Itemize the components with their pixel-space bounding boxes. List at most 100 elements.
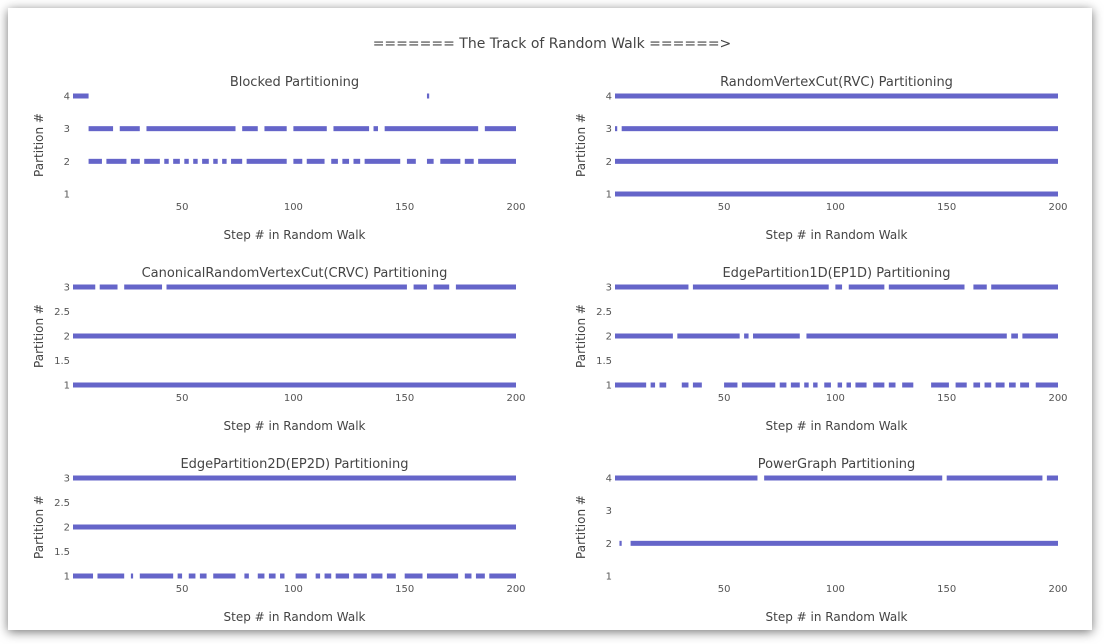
track-segment bbox=[1046, 475, 1058, 481]
y-tick-label: 4 bbox=[606, 92, 612, 103]
x-tick-label: 100 bbox=[826, 202, 845, 213]
track-segment bbox=[164, 158, 169, 164]
track-segment bbox=[315, 573, 321, 579]
track-segment bbox=[955, 382, 967, 388]
x-tick-label: 50 bbox=[718, 202, 731, 213]
track-segment bbox=[779, 382, 787, 388]
x-tick-label: 150 bbox=[937, 202, 956, 213]
y-axis-label: Partition # bbox=[32, 113, 46, 177]
y-tick-label: 2 bbox=[606, 157, 612, 168]
x-axis-label: Step # in Random Walk bbox=[766, 610, 908, 624]
y-tick-label: 4 bbox=[64, 92, 70, 103]
y-tick-label: 3 bbox=[606, 506, 612, 517]
track-segment bbox=[144, 158, 160, 164]
track-segment bbox=[88, 126, 114, 132]
x-tick-label: 150 bbox=[937, 584, 956, 595]
track-segment bbox=[119, 126, 140, 132]
track-segment bbox=[681, 382, 689, 388]
x-tick-label: 100 bbox=[826, 393, 845, 404]
y-tick-label: 2 bbox=[64, 332, 70, 343]
track-segment bbox=[855, 382, 867, 388]
track-segment bbox=[426, 93, 430, 99]
x-tick-label: 50 bbox=[718, 393, 731, 404]
y-tick-label: 1 bbox=[64, 381, 70, 392]
track-segment bbox=[73, 382, 516, 388]
track-segment bbox=[813, 382, 818, 388]
track-segment bbox=[106, 158, 127, 164]
track-segment bbox=[333, 126, 370, 132]
x-tick-label: 150 bbox=[395, 202, 414, 213]
x-tick-label: 200 bbox=[1048, 393, 1067, 404]
y-tick-label: 1.5 bbox=[596, 356, 612, 367]
track-segment bbox=[455, 284, 516, 290]
x-tick-label: 100 bbox=[826, 584, 845, 595]
track-segment bbox=[146, 126, 236, 132]
track-segment bbox=[268, 573, 276, 579]
y-tick-label: 2 bbox=[606, 539, 612, 550]
y-axis-label: Partition # bbox=[574, 113, 588, 177]
track-segment bbox=[440, 158, 461, 164]
track-segment bbox=[73, 333, 516, 339]
track-segment bbox=[1009, 382, 1016, 388]
x-tick-label: 50 bbox=[176, 202, 189, 213]
track-segment bbox=[692, 284, 829, 290]
track-segment bbox=[73, 573, 94, 579]
track-segment bbox=[1020, 382, 1030, 388]
x-tick-label: 100 bbox=[284, 202, 303, 213]
track-segment bbox=[692, 382, 702, 388]
track-segment bbox=[404, 573, 423, 579]
track-segment bbox=[615, 158, 1058, 164]
track-segment bbox=[846, 382, 851, 388]
track-segment bbox=[478, 158, 516, 164]
y-tick-label: 1.5 bbox=[54, 356, 70, 367]
track-segment bbox=[804, 382, 809, 388]
x-axis-label: Step # in Random Walk bbox=[224, 419, 366, 433]
track-segment bbox=[475, 573, 485, 579]
track-segment bbox=[615, 284, 689, 290]
track-segment bbox=[753, 333, 800, 339]
x-tick-label: 200 bbox=[506, 393, 525, 404]
track-segment bbox=[1035, 382, 1058, 388]
x-axis-label: Step # in Random Walk bbox=[224, 610, 366, 624]
chart-title: EdgePartition1D(EP1D) Partitioning bbox=[722, 266, 950, 281]
track-segment bbox=[73, 475, 516, 481]
track-segment bbox=[353, 573, 367, 579]
track-segment bbox=[764, 475, 943, 481]
track-segment bbox=[888, 284, 965, 290]
track-segment bbox=[741, 382, 776, 388]
track-segment bbox=[837, 382, 843, 388]
track-segment bbox=[188, 573, 196, 579]
track-segment bbox=[464, 573, 472, 579]
track-segment bbox=[280, 573, 285, 579]
track-segment bbox=[464, 158, 474, 164]
track-segment bbox=[659, 382, 667, 388]
track-segment bbox=[433, 284, 450, 290]
track-segment bbox=[615, 475, 758, 481]
track-segment bbox=[1022, 333, 1058, 339]
track-segment bbox=[242, 126, 258, 132]
track-segment bbox=[615, 382, 647, 388]
track-segment bbox=[615, 333, 673, 339]
track-segment bbox=[615, 93, 1058, 99]
y-tick-label: 1 bbox=[606, 381, 612, 392]
track-segment bbox=[335, 573, 350, 579]
track-segment bbox=[621, 126, 1058, 132]
track-segment bbox=[848, 284, 885, 290]
track-segment bbox=[295, 573, 307, 579]
x-tick-label: 200 bbox=[506, 202, 525, 213]
chart-title: CanonicalRandomVertexCut(CRVC) Partition… bbox=[142, 266, 448, 281]
y-axis-label: Partition # bbox=[32, 304, 46, 368]
track-segment bbox=[426, 158, 434, 164]
track-segment bbox=[946, 475, 1043, 481]
track-segment bbox=[73, 93, 89, 99]
track-segment bbox=[873, 382, 885, 388]
track-segment bbox=[99, 284, 118, 290]
y-axis-label: Partition # bbox=[574, 495, 588, 559]
x-tick-label: 100 bbox=[284, 584, 303, 595]
track-segment bbox=[386, 573, 396, 579]
page-title: ======= The Track of Random Walk ======> bbox=[372, 36, 732, 52]
track-segment bbox=[199, 573, 207, 579]
y-tick-label: 1 bbox=[606, 190, 612, 201]
track-segment bbox=[806, 333, 1007, 339]
chart-title: PowerGraph Partitioning bbox=[758, 457, 916, 472]
